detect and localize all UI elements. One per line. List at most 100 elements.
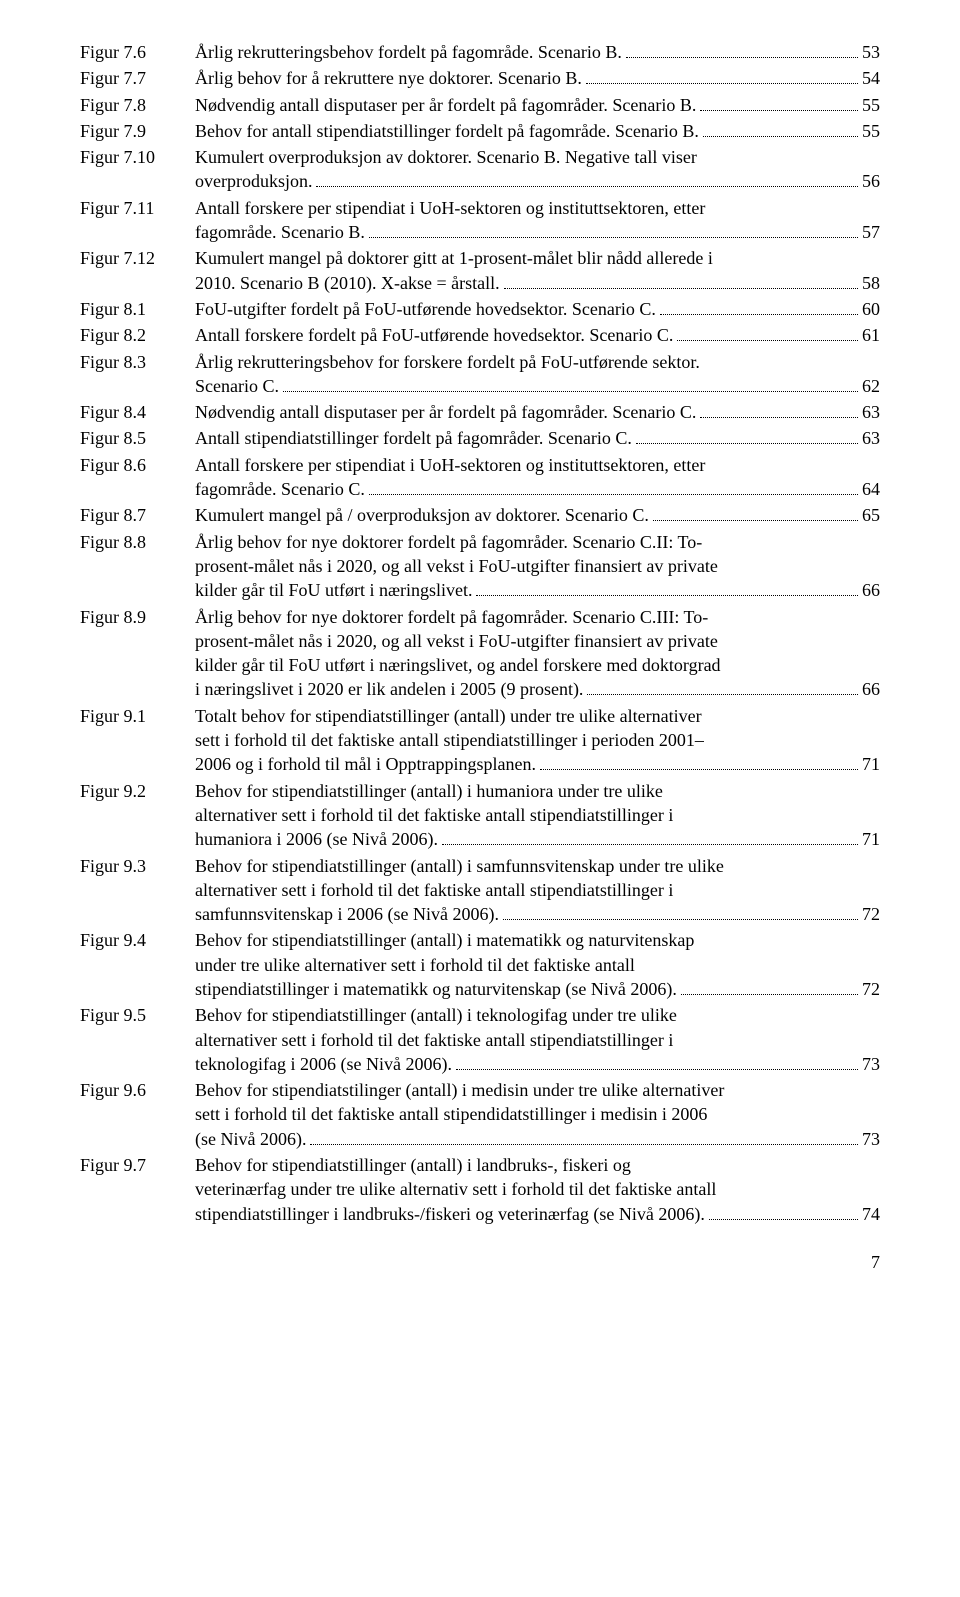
leader-dots: [677, 325, 858, 341]
figure-description-text: prosent-målet nås i 2020, og all vekst i…: [195, 554, 880, 578]
figure-description-text: Kumulert mangel på doktorer gitt at 1-pr…: [195, 246, 880, 270]
figure-description-text: Årlig behov for å rekruttere nye doktore…: [195, 66, 582, 90]
figure-description-text: Antall forskere fordelt på FoU-utførende…: [195, 323, 673, 347]
figure-description-text: alternativer sett i forhold til det fakt…: [195, 1028, 880, 1052]
leader-dots: [504, 272, 858, 288]
figure-description-text: stipendiatstillinger i matematikk og nat…: [195, 977, 677, 1001]
figure-label: Figur 9.6: [80, 1078, 195, 1102]
toc-entry: Figur 9.4Behov for stipendiatstillinger …: [80, 928, 880, 1001]
page-ref: 64: [862, 477, 880, 501]
figure-description: Kumulert overproduksjon av doktorer. Sce…: [195, 145, 880, 194]
figure-description-text: fagområde. Scenario C.: [195, 477, 365, 501]
figure-label: Figur 9.5: [80, 1003, 195, 1027]
figure-description: Årlig behov for å rekruttere nye doktore…: [195, 66, 880, 90]
leader-dots: [442, 829, 858, 845]
figure-description: FoU-utgifter fordelt på FoU-utførende ho…: [195, 297, 880, 321]
leader-dots: [283, 376, 858, 392]
figure-description-text: Årlig behov for nye doktorer fordelt på …: [195, 530, 880, 554]
figure-description: Årlig behov for nye doktorer fordelt på …: [195, 530, 880, 603]
toc-entry: Figur 9.6Behov for stipendiatstilinger (…: [80, 1078, 880, 1151]
figure-description-text: Antall stipendiatstillinger fordelt på f…: [195, 426, 632, 450]
page-ref: 74: [862, 1202, 880, 1226]
figure-description-text: Årlig rekrutteringsbehov fordelt på fago…: [195, 40, 622, 64]
page-ref: 72: [862, 902, 880, 926]
figure-description: Nødvendig antall disputaser per år forde…: [195, 400, 880, 424]
leader-dots: [369, 222, 858, 238]
figure-description-text: stipendiatstillinger i landbruks-/fisker…: [195, 1202, 705, 1226]
toc-entry: Figur 9.5Behov for stipendiatstillinger …: [80, 1003, 880, 1076]
toc-entry: Figur 8.4Nødvendig antall disputaser per…: [80, 400, 880, 424]
figure-description-text: Antall forskere per stipendiat i UoH-sek…: [195, 453, 880, 477]
toc-entry: Figur 8.2Antall forskere fordelt på FoU-…: [80, 323, 880, 347]
leader-dots: [709, 1203, 858, 1219]
toc-entry: Figur 7.11Antall forskere per stipendiat…: [80, 196, 880, 245]
leader-dots: [503, 904, 858, 920]
figure-description: Behov for antall stipendiatstillinger fo…: [195, 119, 880, 143]
page-ref: 65: [862, 503, 880, 527]
page-ref: 71: [862, 752, 880, 776]
figure-description-text: humaniora i 2006 (se Nivå 2006).: [195, 827, 438, 851]
toc-entry: Figur 9.1Totalt behov for stipendiatstil…: [80, 704, 880, 777]
leader-dots: [476, 580, 858, 596]
figure-description-text: overproduksjon.: [195, 169, 312, 193]
figure-label: Figur 8.6: [80, 453, 195, 477]
leader-dots: [540, 754, 858, 770]
page-ref: 54: [862, 66, 880, 90]
figure-description-text: alternativer sett i forhold til det fakt…: [195, 878, 880, 902]
leader-dots: [310, 1129, 858, 1145]
page-ref: 56: [862, 169, 880, 193]
toc-entry: Figur 7.12Kumulert mangel på doktorer gi…: [80, 246, 880, 295]
leader-dots: [587, 679, 858, 695]
figure-description: Behov for stipendiatstillinger (antall) …: [195, 1153, 880, 1226]
figure-label: Figur 7.8: [80, 93, 195, 117]
leader-dots: [681, 979, 858, 995]
figure-label: Figur 9.2: [80, 779, 195, 803]
figure-description: Behov for stipendiatstillinger (antall) …: [195, 854, 880, 927]
figure-description: Årlig behov for nye doktorer fordelt på …: [195, 605, 880, 702]
figure-description-text: fagområde. Scenario B.: [195, 220, 365, 244]
figure-description-text: teknologifag i 2006 (se Nivå 2006).: [195, 1052, 452, 1076]
figure-label: Figur 8.5: [80, 426, 195, 450]
page-ref: 72: [862, 977, 880, 1001]
figure-label: Figur 7.9: [80, 119, 195, 143]
figure-description: Antall forskere per stipendiat i UoH-sek…: [195, 453, 880, 502]
toc-entry: Figur 7.9Behov for antall stipendiatstil…: [80, 119, 880, 143]
figure-label: Figur 8.3: [80, 350, 195, 374]
page-ref: 73: [862, 1127, 880, 1151]
figure-description-text: Behov for stipendiatstillinger (antall) …: [195, 854, 880, 878]
toc-entry: Figur 8.3Årlig rekrutteringsbehov for fo…: [80, 350, 880, 399]
figure-description: Nødvendig antall disputaser per år forde…: [195, 93, 880, 117]
leader-dots: [636, 428, 858, 444]
toc-entry: Figur 8.6Antall forskere per stipendiat …: [80, 453, 880, 502]
page-number: 7: [80, 1250, 880, 1274]
figure-description: Kumulert mangel på doktorer gitt at 1-pr…: [195, 246, 880, 295]
figure-description-text: 2010. Scenario B (2010). X-akse = årstal…: [195, 271, 500, 295]
figure-label: Figur 9.1: [80, 704, 195, 728]
toc-entry: Figur 7.10Kumulert overproduksjon av dok…: [80, 145, 880, 194]
figure-description: Behov for stipendiatstillinger (antall) …: [195, 928, 880, 1001]
toc-entry: Figur 9.7Behov for stipendiatstillinger …: [80, 1153, 880, 1226]
figure-description: Behov for stipendiatstilinger (antall) i…: [195, 1078, 880, 1151]
figure-description-text: (se Nivå 2006).: [195, 1127, 306, 1151]
page-ref: 60: [862, 297, 880, 321]
figure-description-text: Årlig rekrutteringsbehov for forskere fo…: [195, 350, 880, 374]
figure-description: Årlig rekrutteringsbehov fordelt på fago…: [195, 40, 880, 64]
toc-entry: Figur 7.8Nødvendig antall disputaser per…: [80, 93, 880, 117]
figure-description-text: Nødvendig antall disputaser per år forde…: [195, 400, 696, 424]
figure-description: Totalt behov for stipendiatstillinger (a…: [195, 704, 880, 777]
toc-entry: Figur 9.2Behov for stipendiatstillinger …: [80, 779, 880, 852]
leader-dots: [660, 299, 858, 315]
figure-label: Figur 7.12: [80, 246, 195, 270]
toc-entry: Figur 9.3Behov for stipendiatstillinger …: [80, 854, 880, 927]
figure-description-text: i næringslivet i 2020 er lik andelen i 2…: [195, 677, 583, 701]
figure-description-text: kilder går til FoU utført i næringslivet…: [195, 653, 880, 677]
page-ref: 71: [862, 827, 880, 851]
leader-dots: [700, 402, 858, 418]
page-ref: 66: [862, 578, 880, 602]
figure-label: Figur 9.7: [80, 1153, 195, 1177]
leader-dots: [586, 68, 858, 84]
figure-description-text: kilder går til FoU utført i næringslivet…: [195, 578, 472, 602]
leader-dots: [703, 121, 858, 137]
figure-description-text: prosent-målet nås i 2020, og all vekst i…: [195, 629, 880, 653]
figure-description: Antall stipendiatstillinger fordelt på f…: [195, 426, 880, 450]
